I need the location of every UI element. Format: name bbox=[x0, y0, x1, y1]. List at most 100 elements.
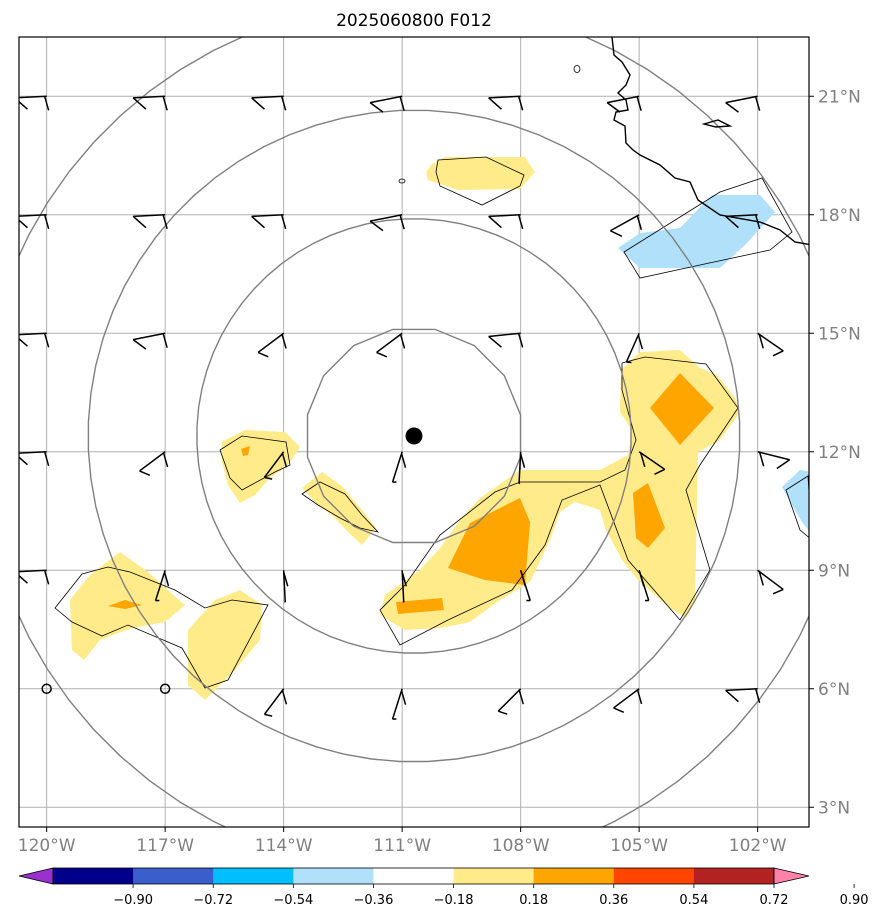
wind-barb bbox=[257, 332, 287, 358]
colorbar-tick-label: 0.36 bbox=[599, 893, 628, 908]
wind-barb bbox=[638, 570, 650, 602]
colorbar-segment bbox=[133, 868, 214, 884]
longitude-tick-label: 108°W bbox=[492, 836, 550, 856]
latitude-tick-label: 12°N bbox=[818, 443, 861, 463]
wind-barb bbox=[263, 688, 288, 717]
contour-lines bbox=[54, 65, 809, 689]
storm-center-marker bbox=[405, 427, 423, 445]
wind-barb bbox=[369, 214, 405, 232]
longitude-tick-label: 117°W bbox=[136, 836, 194, 856]
wind-barb bbox=[725, 688, 761, 704]
wind-barb bbox=[263, 451, 288, 480]
colorbar-tick-label: −0.90 bbox=[113, 893, 153, 908]
blue-blob-northeast bbox=[618, 195, 775, 268]
colorbar-segment bbox=[53, 868, 134, 884]
wind-barb bbox=[19, 569, 50, 585]
wind-barb bbox=[391, 451, 407, 483]
colorbar-segment bbox=[373, 868, 455, 884]
colorbar-segment bbox=[693, 868, 775, 884]
colorbar-segment bbox=[533, 868, 615, 884]
wind-barb bbox=[757, 569, 784, 595]
wind-barb bbox=[282, 570, 289, 603]
longitude-tick-label: 114°W bbox=[255, 836, 313, 856]
latitude-tick-label: 18°N bbox=[818, 206, 861, 226]
wind-barb bbox=[391, 688, 407, 720]
map-frame bbox=[18, 36, 810, 828]
latitude-tick-label: 21°N bbox=[818, 87, 861, 107]
calm-wind-marker bbox=[159, 683, 171, 694]
longitude-tick-label: 102°W bbox=[729, 836, 787, 856]
wind-barb bbox=[606, 95, 642, 113]
shaded-positive-high bbox=[108, 373, 714, 614]
wind-barb bbox=[401, 570, 407, 603]
colorbar-tick-label: −0.72 bbox=[193, 893, 233, 908]
wind-barb bbox=[154, 570, 170, 602]
range-ring bbox=[19, 37, 809, 827]
wind-barb bbox=[376, 332, 406, 358]
longitude-tick-label: 105°W bbox=[610, 836, 668, 856]
colorbar-segment bbox=[453, 868, 535, 884]
colorbar-tick-label: 0.18 bbox=[519, 893, 548, 908]
wind-barb bbox=[132, 214, 168, 230]
wind-barb bbox=[625, 332, 644, 364]
wind-barb bbox=[725, 95, 761, 113]
yellow-blob-south bbox=[188, 590, 262, 700]
latitude-tick-label: 9°N bbox=[818, 561, 850, 581]
longitude-tick-label: 111°W bbox=[373, 836, 431, 856]
map-title: 2025060800 F012 bbox=[336, 11, 492, 31]
colorbar-segment bbox=[613, 868, 695, 884]
orange-blob-central bbox=[448, 498, 530, 585]
calm-wind-marker bbox=[41, 683, 52, 694]
yellow-blob-west bbox=[222, 430, 300, 503]
wind-barb bbox=[488, 332, 524, 348]
range-ring bbox=[87, 109, 741, 763]
wind-barb bbox=[518, 451, 526, 485]
colorbar-segment bbox=[293, 868, 374, 884]
blue-blob-east-edge bbox=[782, 470, 809, 532]
colorbar-tick-label: −0.18 bbox=[434, 893, 474, 908]
colorbar-tick-label: −0.36 bbox=[354, 893, 394, 908]
longitude-tick-label: 120°W bbox=[18, 836, 76, 856]
coastline bbox=[611, 37, 809, 246]
wind-barb bbox=[757, 332, 784, 357]
wind-barb bbox=[757, 451, 791, 470]
colorbar-tick-label: 0.54 bbox=[679, 893, 708, 908]
wind-barb bbox=[638, 451, 666, 475]
wind-barb bbox=[132, 332, 168, 350]
colorbar-extend-high bbox=[773, 867, 810, 885]
wind-barb bbox=[519, 570, 531, 602]
shaded-negative-low bbox=[618, 195, 809, 532]
wind-barb bbox=[251, 95, 287, 111]
colorbar-tick-label: 0.72 bbox=[760, 893, 789, 908]
range-ring bbox=[196, 218, 632, 654]
wind-barb bbox=[19, 214, 50, 230]
wind-barb bbox=[251, 214, 287, 230]
wind-barb bbox=[488, 214, 524, 230]
colorbar-outline bbox=[52, 867, 775, 885]
wind-barbs bbox=[19, 95, 791, 720]
wind-barb bbox=[19, 451, 50, 467]
orange-blob-south bbox=[396, 598, 444, 614]
wind-barb bbox=[132, 95, 168, 111]
longitude-axis: 120°W 117°W 114°W 111°W 108°W 105°W 102°W bbox=[18, 827, 787, 856]
latitude-tick-label: 3°N bbox=[818, 798, 850, 818]
latitude-tick-label: 6°N bbox=[818, 680, 850, 700]
wind-barb bbox=[369, 95, 405, 113]
orange-blob-southwest-small bbox=[108, 600, 142, 609]
wind-barb bbox=[139, 451, 169, 476]
yellow-blob-north bbox=[426, 157, 535, 190]
wind-barb bbox=[609, 214, 643, 238]
colorbar-tick-label: 0.90 bbox=[840, 893, 869, 908]
wind-barb bbox=[613, 688, 643, 713]
wind-barb bbox=[488, 95, 524, 111]
colorbar-tick-label: −0.54 bbox=[273, 893, 313, 908]
latitude-tick-label: 15°N bbox=[818, 324, 861, 344]
range-rings bbox=[19, 37, 809, 827]
wind-barb bbox=[19, 95, 50, 111]
map-content bbox=[19, 37, 809, 827]
orange-blob-east-diamond bbox=[650, 373, 714, 445]
range-ring bbox=[306, 328, 522, 544]
latitude-axis: 3°N 6°N 9°N 12°N 15°N 18°N 21°N bbox=[809, 87, 861, 818]
wind-barb bbox=[725, 214, 761, 230]
